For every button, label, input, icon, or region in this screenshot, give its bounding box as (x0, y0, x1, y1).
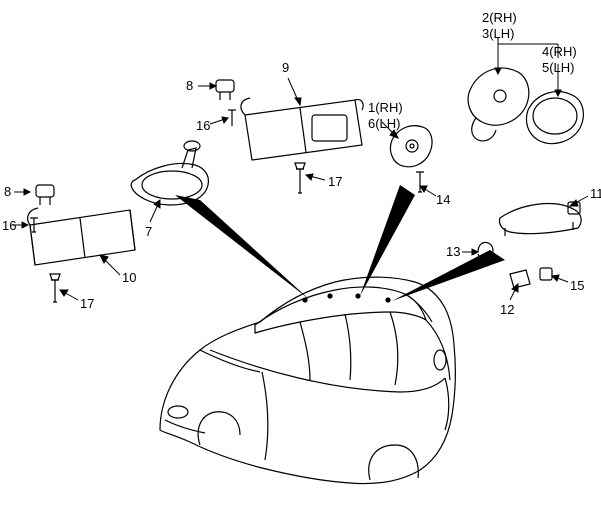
label-1: 1(RH) (368, 100, 403, 115)
rearview-mirror (131, 141, 208, 205)
sun-visor-left-group (28, 185, 135, 302)
label-7: 7 (145, 224, 152, 239)
parts-diagram: 8 16 10 17 7 8 16 9 17 1(RH) 6(LH) 14 2(… (0, 0, 601, 516)
label-14: 14 (436, 192, 450, 207)
assist-grip-group (478, 202, 581, 288)
label-17b: 17 (328, 174, 342, 189)
label-15: 15 (570, 278, 584, 293)
label-9: 9 (282, 60, 289, 75)
label-16a: 16 (2, 218, 16, 233)
label-8b: 8 (186, 78, 193, 93)
label-17a: 17 (80, 296, 94, 311)
label-12: 12 (500, 302, 514, 317)
label-16b: 16 (196, 118, 210, 133)
side-mirror-assembly (468, 68, 583, 144)
label-4: 4(RH) (542, 44, 577, 59)
label-8a: 8 (4, 184, 11, 199)
label-5: 5(LH) (542, 60, 575, 75)
label-6: 6(LH) (368, 116, 401, 131)
label-10: 10 (122, 270, 136, 285)
label-11: 11 (590, 186, 601, 201)
car-body (160, 277, 455, 483)
label-13: 13 (446, 244, 460, 259)
label-2: 2(RH) (482, 10, 517, 25)
connector-wedges (175, 185, 505, 301)
label-3: 3(LH) (482, 26, 515, 41)
